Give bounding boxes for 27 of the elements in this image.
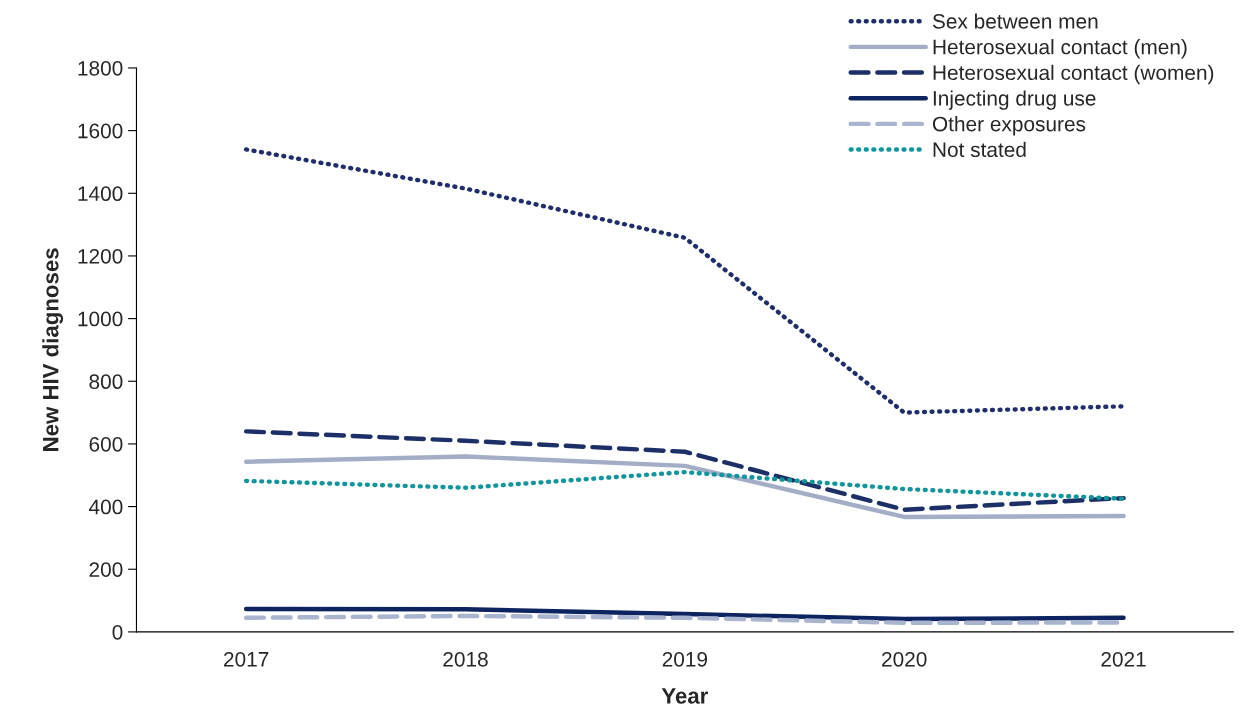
y-tick-label: 600 <box>89 436 123 452</box>
y-tick-label: 1200 <box>78 248 123 264</box>
y-tick-label: 0 <box>112 624 123 640</box>
line-series <box>243 429 1126 512</box>
x-tick-label: 2018 <box>443 651 488 667</box>
y-tick-label: 1800 <box>78 60 123 76</box>
x-tick-label: 2017 <box>224 651 269 667</box>
x-axis-title: Year <box>661 688 708 704</box>
line-series <box>243 454 1126 520</box>
legend-label: Heterosexual contact (men) <box>933 39 1187 59</box>
legend-label: Heterosexual contact (women) <box>933 64 1214 85</box>
y-axis-title: New HIV diagnoses <box>42 248 64 451</box>
line-series <box>243 606 1126 622</box>
x-tick-label: 2021 <box>1101 651 1146 667</box>
y-tick-label: 200 <box>89 562 123 577</box>
legend-label: Other exposures <box>932 116 1086 136</box>
y-tick-label: 1000 <box>78 311 123 327</box>
legend-label: Not stated <box>933 141 1026 158</box>
legend-label: Sex between men <box>932 13 1098 29</box>
y-tick-label: 400 <box>89 499 123 515</box>
y-tick-label: 1600 <box>78 123 123 139</box>
x-tick-label: 2019 <box>662 651 708 667</box>
x-tick-label: 2020 <box>882 651 927 667</box>
line-series <box>243 469 1126 501</box>
legend-label: Injecting drug use <box>933 90 1096 110</box>
y-tick-label: 800 <box>89 374 123 390</box>
y-tick-label: 1400 <box>78 186 123 202</box>
